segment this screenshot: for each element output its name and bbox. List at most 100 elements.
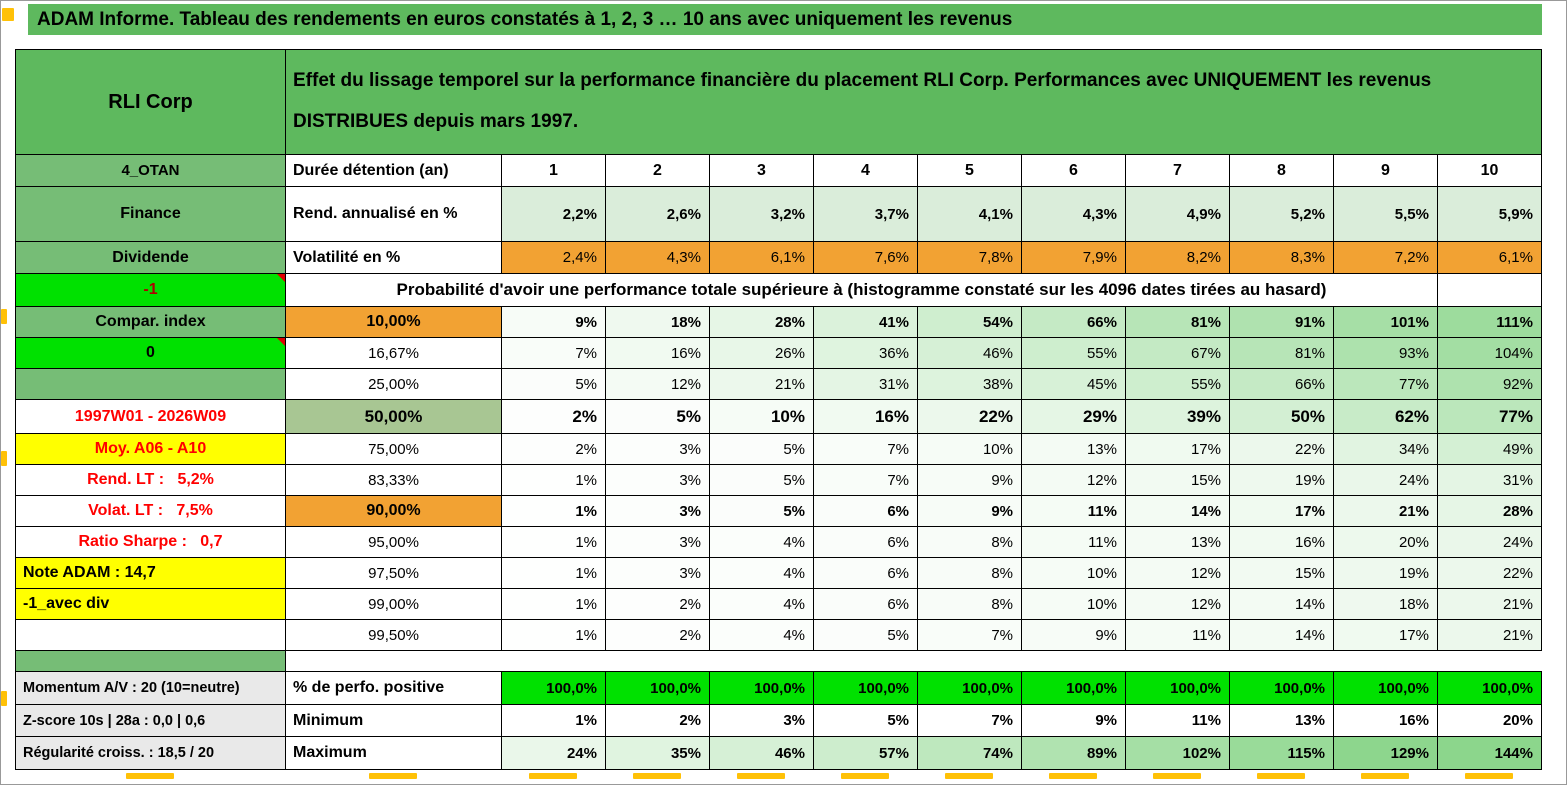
left-label[interactable]: Ratio Sharpe : 0,7 — [16, 527, 286, 558]
year-header[interactable]: 10 — [1438, 155, 1542, 187]
probability-cell[interactable]: 38% — [918, 369, 1022, 400]
summary-cell[interactable]: 100,0% — [502, 671, 606, 705]
probability-cell[interactable]: 93% — [1334, 338, 1438, 369]
left-label[interactable]: Volat. LT : 7,5% — [16, 496, 286, 527]
probability-cell[interactable]: 24% — [1438, 527, 1542, 558]
threshold-cell[interactable]: 97,50% — [286, 558, 502, 589]
summary-cell[interactable]: 129% — [1334, 737, 1438, 770]
probability-cell[interactable]: 8% — [918, 558, 1022, 589]
probability-cell[interactable]: 4% — [710, 527, 814, 558]
probability-cell[interactable]: 17% — [1230, 496, 1334, 527]
probability-cell[interactable]: 3% — [606, 434, 710, 465]
summary-left-label[interactable]: Z-score 10s | 28a : 0,0 | 0,6 — [16, 705, 286, 737]
volatility-cell[interactable]: 8,2% — [1126, 242, 1230, 274]
probability-cell[interactable]: 14% — [1126, 496, 1230, 527]
probability-cell[interactable]: 10% — [918, 434, 1022, 465]
probability-cell[interactable]: 15% — [1230, 558, 1334, 589]
probability-cell[interactable]: 19% — [1230, 465, 1334, 496]
summary-cell[interactable]: 9% — [1022, 705, 1126, 737]
volatility-cell[interactable]: 2,4% — [502, 242, 606, 274]
probability-cell[interactable]: 1% — [502, 558, 606, 589]
probability-cell[interactable]: 7% — [814, 465, 918, 496]
volatility-cell[interactable]: 8,3% — [1230, 242, 1334, 274]
summary-cell[interactable]: 57% — [814, 737, 918, 770]
year-header[interactable]: 4 — [814, 155, 918, 187]
annualized-cell[interactable]: 3,2% — [710, 187, 814, 242]
summary-left-label[interactable]: Régularité croiss. : 18,5 / 20 — [16, 737, 286, 770]
probability-cell[interactable]: 2% — [606, 589, 710, 620]
summary-cell[interactable]: 20% — [1438, 705, 1542, 737]
probability-cell[interactable]: 111% — [1438, 307, 1542, 338]
probability-cell[interactable]: 31% — [1438, 465, 1542, 496]
probability-cell[interactable]: 16% — [606, 338, 710, 369]
probability-cell[interactable]: 18% — [1334, 589, 1438, 620]
probability-cell[interactable]: 8% — [918, 589, 1022, 620]
probability-cell[interactable]: 5% — [710, 496, 814, 527]
annualized-cell[interactable]: 5,5% — [1334, 187, 1438, 242]
probability-cell[interactable]: 13% — [1022, 434, 1126, 465]
probability-cell[interactable]: 5% — [710, 434, 814, 465]
probability-cell[interactable]: 101% — [1334, 307, 1438, 338]
empty-cell[interactable] — [1438, 274, 1542, 307]
probability-cell[interactable]: 11% — [1022, 527, 1126, 558]
probability-cell[interactable]: 28% — [710, 307, 814, 338]
probability-cell[interactable]: 17% — [1126, 434, 1230, 465]
year-header[interactable]: 1 — [502, 155, 606, 187]
summary-cell[interactable]: 100,0% — [918, 671, 1022, 705]
summary-cell[interactable]: 2% — [606, 705, 710, 737]
probability-cell[interactable]: 3% — [606, 465, 710, 496]
volatility-cell[interactable]: 7,6% — [814, 242, 918, 274]
summary-cell[interactable]: 16% — [1334, 705, 1438, 737]
year-header[interactable]: 2 — [606, 155, 710, 187]
probability-cell[interactable]: 4% — [710, 620, 814, 651]
probability-cell[interactable]: 21% — [1438, 620, 1542, 651]
table-description[interactable]: Effet du lissage temporel sur la perform… — [286, 50, 1542, 155]
probability-cell[interactable]: 14% — [1230, 620, 1334, 651]
probability-cell[interactable]: 10% — [710, 400, 814, 434]
left-label[interactable] — [16, 369, 286, 400]
left-label[interactable]: Note ADAM : 14,7 — [16, 558, 286, 589]
threshold-cell[interactable]: 10,00% — [286, 307, 502, 338]
volatility-cell[interactable]: 7,8% — [918, 242, 1022, 274]
summary-label[interactable]: Minimum — [286, 705, 502, 737]
probability-cell[interactable]: 41% — [814, 307, 918, 338]
left-label-code[interactable]: 4_OTAN — [16, 155, 286, 187]
probability-cell[interactable]: 6% — [814, 589, 918, 620]
summary-cell[interactable]: 100,0% — [1022, 671, 1126, 705]
year-header[interactable]: 5 — [918, 155, 1022, 187]
summary-cell[interactable]: 7% — [918, 705, 1022, 737]
probability-cell[interactable]: 39% — [1126, 400, 1230, 434]
probability-cell[interactable]: 12% — [606, 369, 710, 400]
summary-cell[interactable]: 3% — [710, 705, 814, 737]
probability-cell[interactable]: 5% — [606, 400, 710, 434]
threshold-cell[interactable]: 90,00% — [286, 496, 502, 527]
probability-cell[interactable]: 77% — [1334, 369, 1438, 400]
probability-cell[interactable]: 6% — [814, 558, 918, 589]
probability-cell[interactable]: 16% — [814, 400, 918, 434]
probability-cell[interactable]: 12% — [1022, 465, 1126, 496]
probability-cell[interactable]: 10% — [1022, 558, 1126, 589]
probability-cell[interactable]: 31% — [814, 369, 918, 400]
volatility-cell[interactable]: 6,1% — [1438, 242, 1542, 274]
year-header[interactable]: 7 — [1126, 155, 1230, 187]
probability-cell[interactable]: 2% — [502, 434, 606, 465]
probability-cell[interactable]: 6% — [814, 527, 918, 558]
probability-cell[interactable]: 55% — [1022, 338, 1126, 369]
left-label[interactable]: Moy. A06 - A10 — [16, 434, 286, 465]
summary-label[interactable]: Maximum — [286, 737, 502, 770]
threshold-cell[interactable]: 95,00% — [286, 527, 502, 558]
summary-cell[interactable]: 11% — [1126, 705, 1230, 737]
annualized-cell[interactable]: 5,9% — [1438, 187, 1542, 242]
probability-cell[interactable]: 91% — [1230, 307, 1334, 338]
probability-cell[interactable]: 10% — [1022, 589, 1126, 620]
summary-cell[interactable]: 100,0% — [606, 671, 710, 705]
year-header[interactable]: 3 — [710, 155, 814, 187]
summary-cell[interactable]: 1% — [502, 705, 606, 737]
summary-cell[interactable]: 13% — [1230, 705, 1334, 737]
volatility-cell[interactable]: 7,2% — [1334, 242, 1438, 274]
threshold-cell[interactable]: 99,50% — [286, 620, 502, 651]
left-label[interactable]: Compar. index — [16, 307, 286, 338]
duration-header[interactable]: Durée détention (an) — [286, 155, 502, 187]
probability-cell[interactable]: 55% — [1126, 369, 1230, 400]
summary-cell[interactable]: 115% — [1230, 737, 1334, 770]
